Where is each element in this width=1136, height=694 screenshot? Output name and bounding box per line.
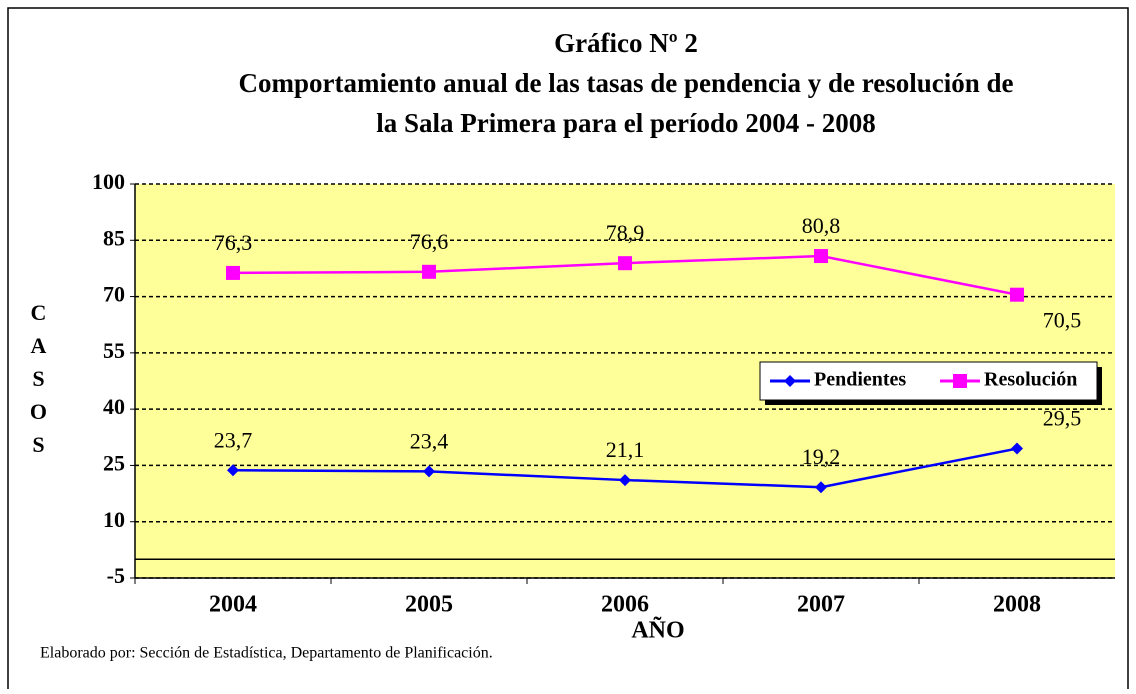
chart-title: Comportamiento anual de las tasas de pen… — [238, 68, 1013, 98]
y-tick-label: 40 — [103, 394, 125, 419]
y-tick-label: 70 — [103, 282, 125, 307]
point — [227, 464, 239, 477]
y-tick-label: -5 — [107, 563, 125, 588]
x-tick-label: 2007 — [797, 592, 845, 618]
data-label: 23,7 — [214, 427, 253, 452]
point — [814, 249, 828, 264]
data-label: 78,9 — [606, 220, 645, 245]
point — [226, 265, 240, 280]
point — [953, 374, 967, 388]
data-label: 76,3 — [214, 230, 253, 255]
footnote: Elaborado por: Sección de Estadística, D… — [40, 645, 493, 662]
point — [619, 474, 631, 487]
y-tick-label: 100 — [92, 169, 125, 194]
data-label: 23,4 — [410, 428, 449, 453]
data-label: 76,6 — [410, 229, 449, 254]
x-tick-label: 2006 — [601, 592, 649, 618]
point — [815, 481, 827, 494]
data-label: 19,2 — [802, 444, 841, 469]
y-tick-label: 85 — [103, 225, 125, 250]
point — [618, 256, 632, 271]
y-tick-label: 25 — [103, 450, 125, 475]
x-tick-label: 2004 — [209, 592, 257, 618]
point — [422, 264, 436, 279]
y-tick-label: 55 — [103, 338, 125, 363]
chart-title: Gráfico Nº 2 — [554, 28, 698, 58]
data-label: 70,5 — [1043, 308, 1082, 333]
y-tick-label: 10 — [103, 507, 125, 532]
point — [423, 465, 435, 478]
point — [1011, 442, 1023, 455]
data-label: 29,5 — [1043, 406, 1082, 431]
x-tick-label: 2008 — [993, 592, 1041, 618]
y-axis-label: CASOS — [26, 300, 51, 465]
x-tick-label: 2005 — [405, 592, 453, 618]
data-label: 80,8 — [802, 213, 841, 238]
point — [1010, 287, 1024, 302]
x-axis-label: AÑO — [631, 618, 684, 644]
data-label: 21,1 — [606, 437, 645, 462]
chart-title: la Sala Primera para el período 2004 - 2… — [376, 108, 875, 138]
legend — [759, 361, 1098, 401]
point — [784, 375, 796, 387]
legend-label: Resolución — [984, 369, 1077, 391]
legend-label: Pendientes — [814, 369, 906, 391]
